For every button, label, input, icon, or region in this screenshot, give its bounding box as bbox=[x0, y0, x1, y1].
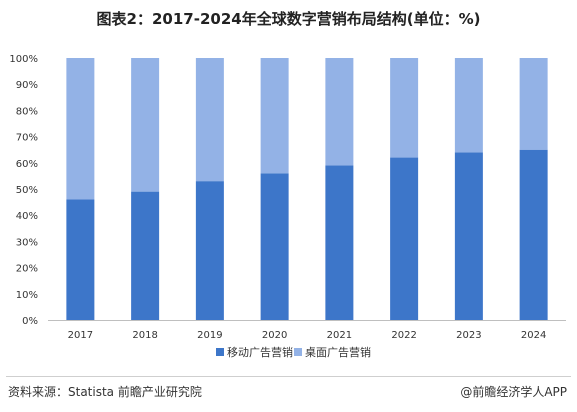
y-tick-label: 80% bbox=[16, 106, 38, 117]
bar-segment-mobile-2020 bbox=[260, 173, 289, 320]
x-tick-label: 2020 bbox=[262, 330, 287, 341]
bar-segment-mobile-2017 bbox=[66, 199, 95, 320]
bar-segment-mobile-2022 bbox=[390, 157, 419, 320]
chart-title: 图表2：2017-2024年全球数字营销布局结构(单位：%) bbox=[96, 10, 481, 28]
y-tick-label: 60% bbox=[16, 159, 38, 170]
bar-segment-desktop-2019 bbox=[195, 58, 224, 182]
legend-swatch bbox=[216, 348, 224, 356]
y-axis: 0% 10% 20% 30% 40% 50% 60% 70% 80% 90% 100% bbox=[9, 54, 38, 327]
bars bbox=[66, 58, 548, 320]
credit-note: @前瞻经济学人APP bbox=[460, 385, 567, 399]
x-tick-label: 2018 bbox=[132, 330, 157, 341]
x-tick-label: 2019 bbox=[197, 330, 222, 341]
bar-segment-desktop-2018 bbox=[131, 58, 160, 192]
y-tick-label: 100% bbox=[9, 54, 38, 65]
y-tick-label: 50% bbox=[16, 185, 38, 196]
bar-segment-desktop-2017 bbox=[66, 58, 95, 200]
x-axis: 2017 2018 2019 2020 2021 2022 2023 2024 bbox=[48, 320, 566, 341]
bar-segment-mobile-2018 bbox=[131, 191, 160, 320]
y-tick-label: 20% bbox=[16, 264, 38, 275]
y-tick-label: 30% bbox=[16, 237, 38, 248]
bar-segment-mobile-2023 bbox=[454, 152, 483, 320]
x-tick-label: 2024 bbox=[521, 330, 546, 341]
source-note: 资料来源：Statista 前瞻产业研究院 bbox=[8, 385, 202, 399]
footer-divider bbox=[6, 376, 571, 377]
bar-segment-desktop-2024 bbox=[519, 58, 548, 150]
bar-segment-desktop-2020 bbox=[260, 58, 289, 174]
bar-segment-desktop-2021 bbox=[325, 58, 354, 166]
legend-label: 桌面广告营销 bbox=[305, 345, 371, 359]
bar-segment-mobile-2019 bbox=[195, 181, 224, 320]
x-tick-label: 2022 bbox=[391, 330, 416, 341]
y-tick-label: 40% bbox=[16, 211, 38, 222]
y-tick-label: 70% bbox=[16, 133, 38, 144]
bar-segment-desktop-2023 bbox=[454, 58, 483, 153]
y-tick-label: 10% bbox=[16, 290, 38, 301]
legend-swatch bbox=[294, 348, 302, 356]
y-tick-label: 0% bbox=[22, 316, 38, 327]
x-tick-label: 2021 bbox=[327, 330, 352, 341]
bar-segment-mobile-2021 bbox=[325, 165, 354, 320]
y-tick-label: 90% bbox=[16, 80, 38, 91]
legend: 移动广告营销 桌面广告营销 bbox=[216, 345, 371, 359]
bar-segment-desktop-2022 bbox=[390, 58, 419, 158]
legend-label: 移动广告营销 bbox=[227, 345, 293, 359]
x-tick-label: 2023 bbox=[456, 330, 481, 341]
bar-segment-mobile-2024 bbox=[519, 149, 548, 320]
x-tick-label: 2017 bbox=[68, 330, 93, 341]
